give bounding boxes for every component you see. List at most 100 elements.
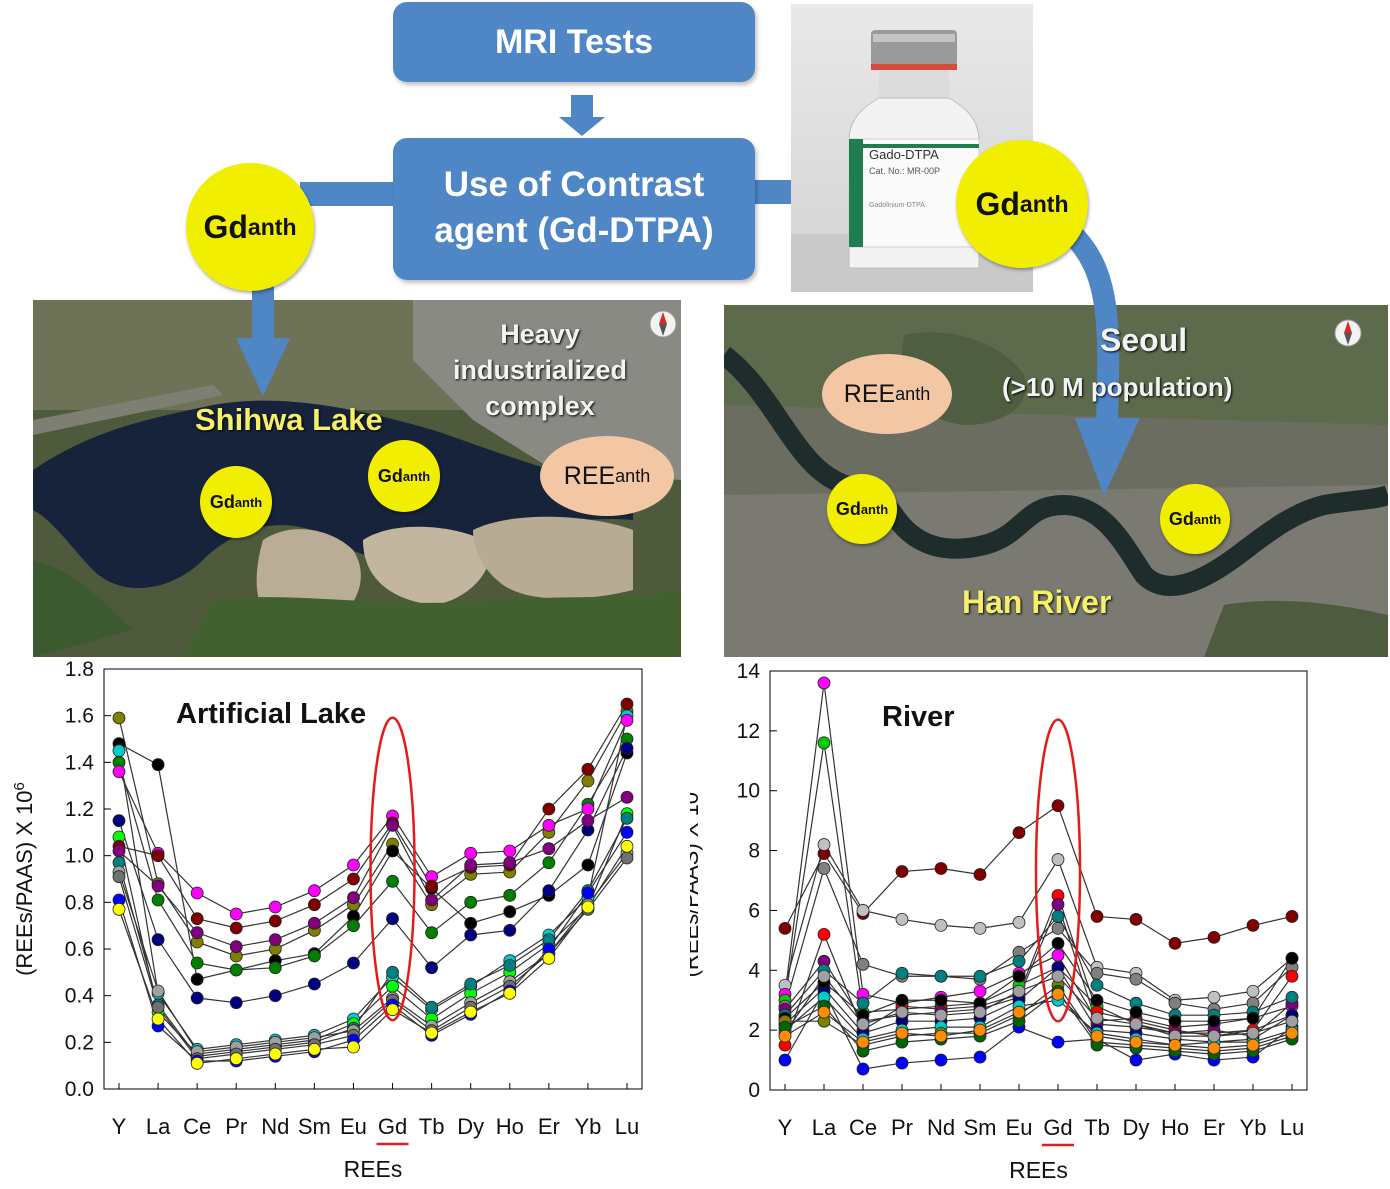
data-point xyxy=(542,818,556,832)
mri-tests-box: MRI Tests xyxy=(393,2,755,82)
data-point xyxy=(1246,918,1260,932)
data-point xyxy=(112,844,126,858)
x-axis-label: REEs xyxy=(1009,1157,1068,1183)
gd-anth-bubble-right: Gd anth xyxy=(956,140,1088,268)
data-point xyxy=(581,814,595,828)
data-point xyxy=(778,921,792,935)
gd-highlight-ellipse xyxy=(1034,718,1082,1023)
data-point xyxy=(778,1053,792,1067)
data-point xyxy=(1285,990,1299,1004)
right-curved-arrow-head xyxy=(1075,418,1140,496)
industrial-line3: complex xyxy=(485,391,595,421)
x-tick-label-sm: Sm xyxy=(298,1114,331,1139)
data-point xyxy=(1051,936,1065,950)
x-tick-label-gd: Gd xyxy=(378,1114,407,1139)
data-point xyxy=(1168,996,1182,1010)
data-point xyxy=(1090,1011,1104,1025)
data-point xyxy=(934,1053,948,1067)
han-river-label: Han River xyxy=(962,584,1112,620)
y-tick-label: 4 xyxy=(748,959,760,982)
data-point xyxy=(190,972,204,986)
y-tick-label: 12 xyxy=(737,720,760,743)
data-point xyxy=(112,814,126,828)
data-point xyxy=(386,1003,399,1017)
data-point xyxy=(347,891,360,905)
series-line-1 xyxy=(784,843,1293,1001)
series-line-10 xyxy=(784,942,1293,1022)
data-point xyxy=(856,996,870,1010)
y-tick-label: 0.4 xyxy=(65,985,95,1008)
x-tick-label-lu: Lu xyxy=(615,1114,639,1139)
data-point xyxy=(581,802,595,816)
series-line-8 xyxy=(784,989,1293,1070)
data-point xyxy=(190,991,204,1005)
ree-subscript: anth xyxy=(895,383,931,404)
data-point xyxy=(856,1062,870,1076)
gd-anth-marker-river-2: Gd anth xyxy=(1160,484,1230,554)
y-tick-label: 10 xyxy=(737,780,760,803)
data-point xyxy=(581,858,595,872)
data-point xyxy=(307,916,321,930)
data-point xyxy=(620,839,634,853)
series-line-13 xyxy=(118,846,628,1064)
gd-subscript: anth xyxy=(234,494,263,510)
data-point xyxy=(1207,1014,1221,1028)
data-point xyxy=(112,765,126,779)
data-point xyxy=(386,979,399,993)
data-point xyxy=(542,802,556,816)
x-tick-label-sm: Sm xyxy=(964,1115,997,1140)
y-tick-label: 2 xyxy=(748,1019,760,1042)
series-line-13 xyxy=(784,975,1293,1037)
x-tick-label-ho: Ho xyxy=(1161,1115,1189,1140)
data-point xyxy=(229,1052,243,1066)
data-point xyxy=(1051,987,1065,1001)
contrast-agent-line2: agent (Gd-DTPA) xyxy=(434,211,714,250)
series-line-8 xyxy=(118,796,628,948)
y-tick-label: 8 xyxy=(748,840,760,863)
x-tick-label-lu: Lu xyxy=(1280,1115,1304,1140)
data-point xyxy=(1051,853,1065,866)
data-point xyxy=(1285,1014,1299,1028)
x-tick-label-er: Er xyxy=(538,1114,560,1139)
data-point xyxy=(1012,826,1026,840)
x-tick-label-y: Y xyxy=(778,1115,793,1140)
data-point xyxy=(817,736,831,750)
data-point xyxy=(1012,954,1026,968)
data-point xyxy=(581,762,595,776)
x-axis-label: REEs xyxy=(344,1156,403,1182)
vial-label-line3: Gadolinium-DTPA xyxy=(869,202,925,209)
data-point xyxy=(1090,966,1104,980)
series-line-9 xyxy=(118,818,628,1057)
data-point xyxy=(268,961,282,975)
data-point xyxy=(151,879,165,893)
data-point xyxy=(934,969,948,983)
data-point xyxy=(347,1040,360,1054)
data-point xyxy=(934,1008,948,1022)
x-tick-label-tb: Tb xyxy=(1084,1115,1110,1140)
y-tick-label: 1.6 xyxy=(65,705,94,728)
y-axis-label: (REEs/PAAS) X 106 xyxy=(11,782,38,976)
data-point xyxy=(581,886,595,900)
series-line-7 xyxy=(118,703,628,929)
x-tick-label-er: Er xyxy=(1203,1115,1225,1140)
data-point xyxy=(386,965,399,979)
data-point xyxy=(973,969,987,983)
data-point xyxy=(817,1005,831,1019)
data-point xyxy=(895,913,909,926)
ree-symbol: REE xyxy=(843,379,896,408)
data-point xyxy=(1012,915,1026,929)
chart-title: River xyxy=(882,701,955,733)
data-point xyxy=(895,1005,909,1019)
data-point xyxy=(581,900,595,914)
data-point xyxy=(1168,936,1182,950)
contrast-agent-box: Use of Contrast agent (Gd-DTPA) xyxy=(393,138,755,280)
data-point xyxy=(581,774,595,788)
data-point xyxy=(112,711,126,725)
data-point xyxy=(817,838,831,851)
x-tick-label-la: La xyxy=(812,1115,837,1140)
data-point xyxy=(425,893,439,907)
data-point xyxy=(856,1035,870,1049)
data-point xyxy=(268,933,282,947)
gd-anth-marker-river-1: Gd anth xyxy=(827,474,897,544)
x-tick-label-ce: Ce xyxy=(183,1114,211,1139)
